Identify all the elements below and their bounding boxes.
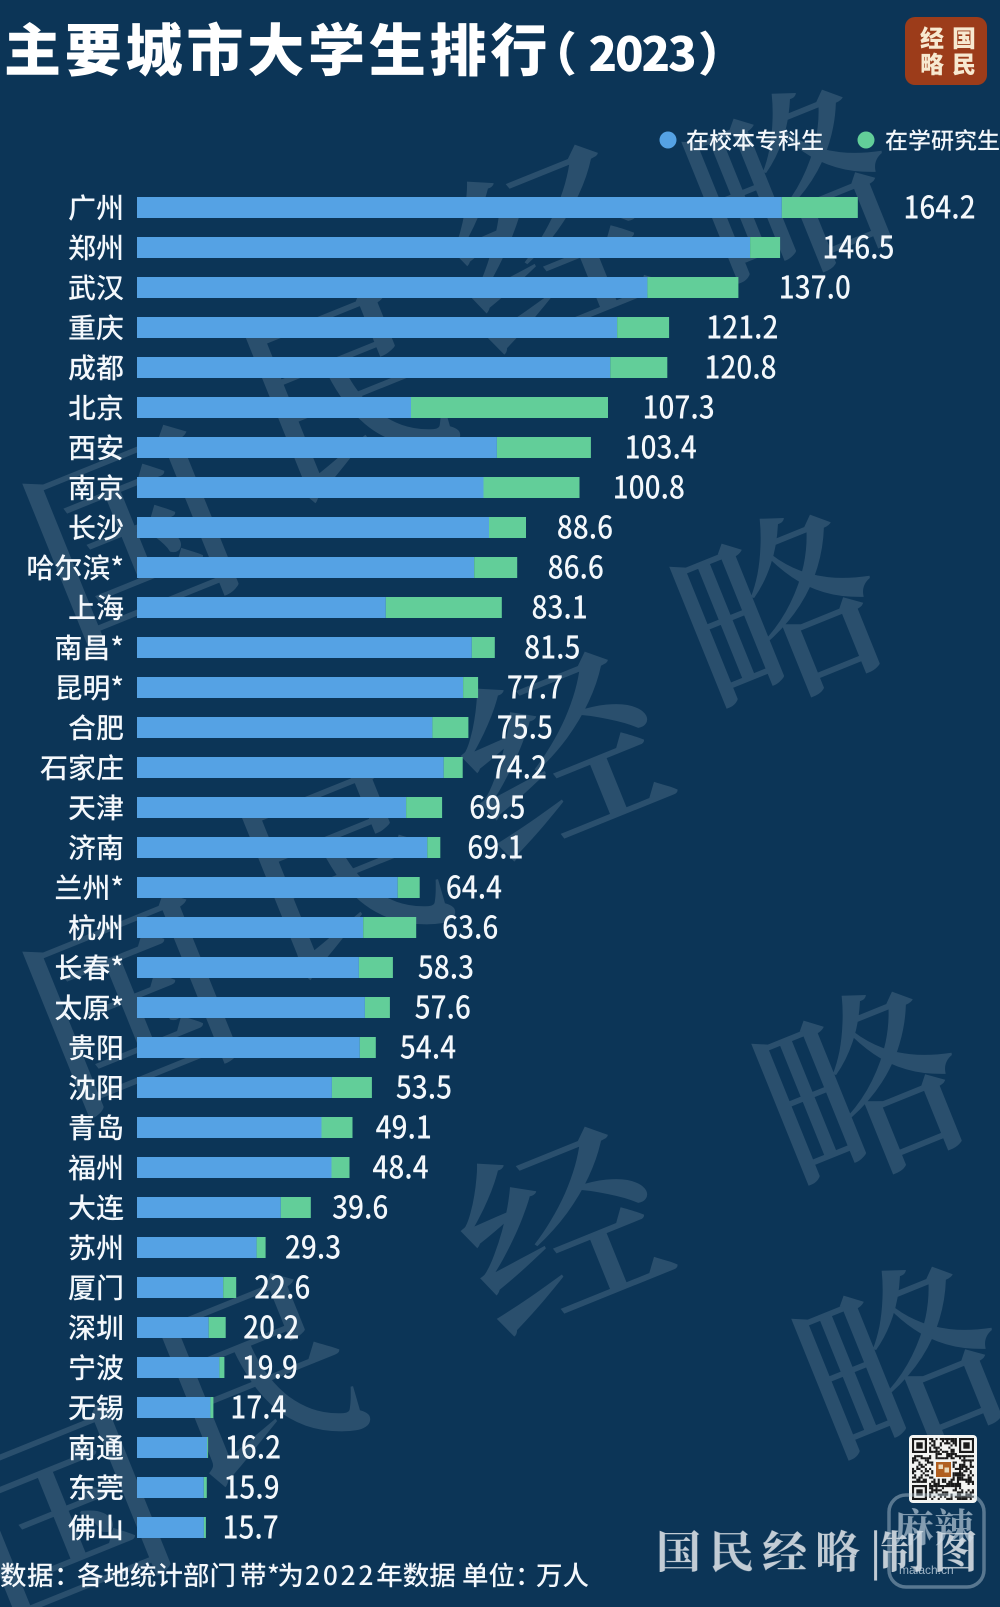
svg-text:malach.cn: malach.cn [899,1563,954,1577]
